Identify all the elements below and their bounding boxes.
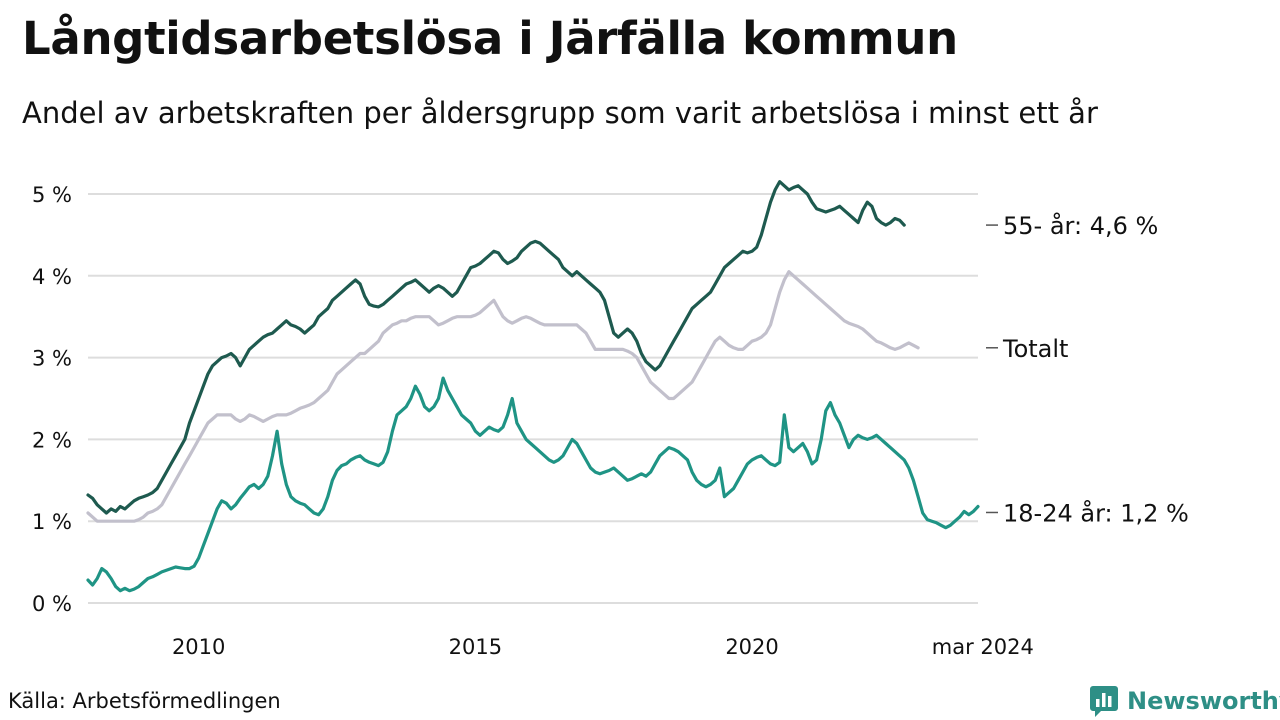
x-tick-label: 2010 [172,635,225,659]
x-tick-label: 2015 [449,635,502,659]
y-tick-label: 3 % [32,347,72,371]
series-line-total [86,270,920,523]
brand-logo: Newsworthy [1089,684,1280,718]
series-lines [86,180,980,593]
x-tick-label: 2020 [725,635,778,659]
y-tick-label: 0 % [32,592,72,616]
chart-title: Långtidsarbetslösa i Järfälla kommun [22,12,958,65]
y-axis-ticks: 0 % 1 % 2 % 3 % 4 % 5 % [32,183,72,616]
x-axis-ticks: 2010 2015 2020 mar 2024 [172,635,1034,659]
y-tick-label: 1 % [32,510,72,534]
series-end-label: Totalt [1002,335,1068,363]
line-chart: 0 %1 %2 %3 %4 %5 % 2010 2015 2020 mar 2024 … [32,180,1189,659]
x-tick-label: mar 2024 [932,635,1034,659]
series-line-older [86,180,906,515]
brand-name: Newsworthy [1127,687,1280,715]
y-tick-label: 5 % [32,183,72,207]
y-tick-label: 4 % [32,265,72,289]
series-end-label: 18-24 år: 1,2 % [1003,498,1189,527]
series-end-label: 55- år: 4,6 % [1003,211,1158,240]
source-note: Källa: Arbetsförmedlingen [8,689,281,713]
newsworthy-icon [1090,686,1118,717]
y-tick-label: 2 % [32,428,72,452]
chart-subtitle: Andel av arbetskraften per åldersgrupp s… [22,96,1098,130]
series-end-labels: 55- år: 4,6 % Totalt 18-24 år: 1,2 % [986,211,1189,527]
gridlines [88,193,978,604]
series-line-young [86,376,980,593]
